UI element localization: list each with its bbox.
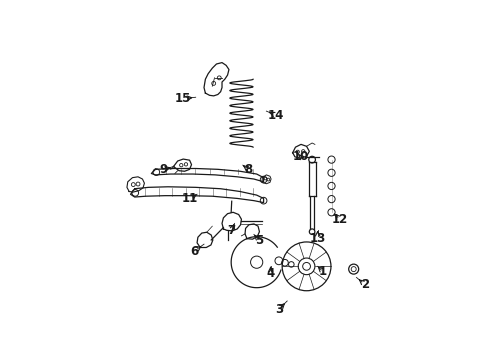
Text: 4: 4 <box>267 267 275 280</box>
Text: 5: 5 <box>255 234 264 247</box>
Text: 10: 10 <box>293 150 309 163</box>
Text: 3: 3 <box>275 303 283 316</box>
Text: 9: 9 <box>160 163 168 176</box>
Text: 8: 8 <box>244 163 252 176</box>
Text: 2: 2 <box>361 278 369 291</box>
Text: 15: 15 <box>175 92 192 105</box>
Text: 11: 11 <box>182 192 198 205</box>
Text: 12: 12 <box>332 213 348 226</box>
Text: 6: 6 <box>190 244 198 258</box>
Text: 7: 7 <box>228 224 236 237</box>
Text: 14: 14 <box>268 109 284 122</box>
Text: 13: 13 <box>310 232 326 245</box>
Text: 1: 1 <box>319 265 327 278</box>
